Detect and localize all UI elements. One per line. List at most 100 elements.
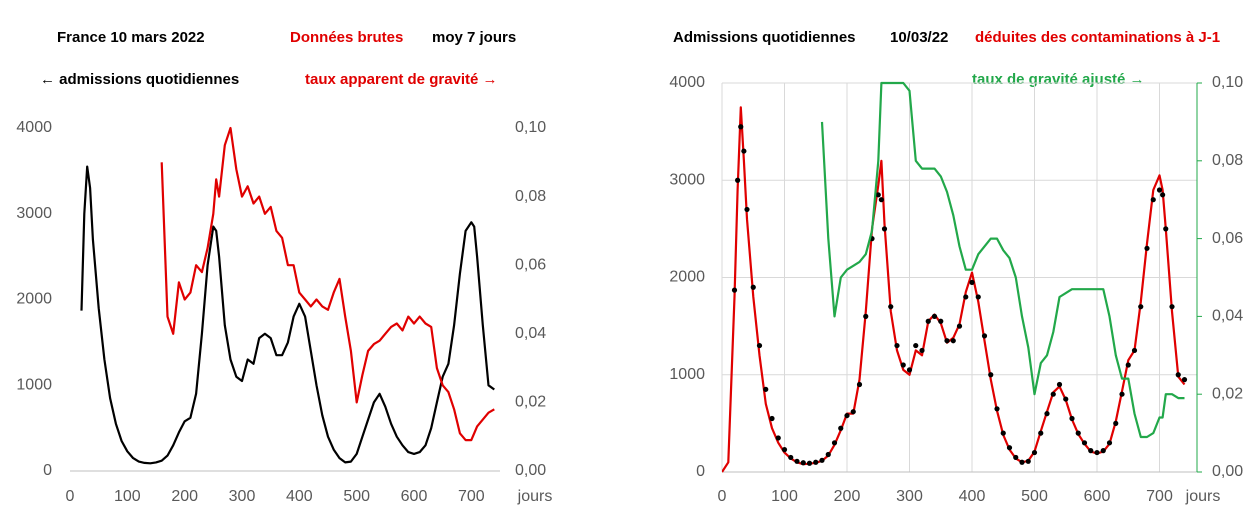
data-point [956, 323, 963, 329]
data-point [925, 318, 931, 324]
y2-tick-label: 0,02 [515, 394, 546, 411]
data-point [988, 372, 994, 378]
data-point [731, 287, 738, 293]
x-tick-label: 600 [401, 488, 428, 505]
data-point [944, 338, 950, 344]
data-point [1106, 440, 1113, 446]
data-point [738, 124, 744, 130]
y2-tick-label: 0,10 [1212, 74, 1243, 91]
data-point [856, 381, 863, 388]
x-tick-label: 400 [286, 488, 313, 505]
data-point [838, 425, 844, 431]
data-point [1056, 381, 1063, 388]
data-point [1163, 226, 1169, 232]
data-point [813, 459, 819, 465]
data-point [894, 342, 900, 349]
x-tick-label: 200 [171, 488, 198, 505]
x-tick-label: 700 [1146, 488, 1173, 505]
data-point [1013, 454, 1019, 461]
y2-tick-label: 0,04 [1212, 308, 1243, 325]
y-tick-label: 1000 [669, 366, 705, 383]
y2-tick-label: 0,10 [515, 119, 546, 136]
data-point [794, 458, 800, 464]
data-point [913, 342, 919, 349]
data-point [900, 362, 906, 368]
data-point [1119, 391, 1125, 397]
data-point [1069, 415, 1075, 422]
data-point [863, 313, 869, 319]
data-point [744, 206, 750, 213]
data-point [1063, 396, 1069, 402]
data-point [800, 460, 806, 466]
data-point [750, 284, 756, 290]
data-point [1075, 430, 1081, 436]
data-point [1025, 458, 1031, 464]
title-part: moy 7 jours [432, 29, 516, 46]
x-tick-label: 300 [896, 488, 923, 505]
data-point [888, 304, 894, 310]
data-point [775, 435, 781, 441]
data-point [850, 409, 856, 415]
data-point [831, 440, 838, 446]
title-part: Données brutes [290, 29, 403, 46]
data-point [1138, 304, 1144, 310]
y-tick-label: 1000 [16, 376, 52, 393]
y-tick-label: 4000 [669, 74, 705, 91]
series-line [722, 106, 1186, 473]
data-point [938, 318, 944, 324]
data-point [1031, 449, 1038, 456]
data-point [819, 457, 825, 463]
data-point [950, 338, 956, 344]
y-tick-label: 0 [696, 463, 705, 480]
x-tick-label: 200 [834, 488, 861, 505]
title-part: déduites des contaminations à J-1 [975, 29, 1220, 46]
data-point [981, 333, 988, 339]
data-point [1125, 362, 1131, 368]
data-point [825, 451, 831, 458]
data-point [1181, 377, 1188, 383]
data-point [1113, 420, 1119, 426]
data-point [788, 454, 794, 461]
data-point [878, 197, 884, 203]
x-tick-label: 0 [718, 488, 727, 505]
data-point [1038, 430, 1044, 436]
data-point [975, 294, 981, 300]
x-tick-label: 700 [458, 488, 485, 505]
data-point [1044, 411, 1050, 417]
x-tick-label: 0 [66, 488, 75, 505]
annotation: taux apparent de gravité → [305, 71, 498, 88]
x-axis-label: jours [1185, 488, 1221, 505]
annotation: ← admissions quotidiennes [40, 71, 239, 88]
plot-area [80, 126, 495, 465]
data-point [741, 148, 747, 154]
y-tick-label: 2000 [669, 269, 705, 286]
data-point [1150, 197, 1156, 203]
data-point [1094, 449, 1100, 456]
series-line [820, 81, 1185, 439]
y-tick-label: 3000 [669, 171, 705, 188]
data-point [763, 386, 769, 392]
data-point [963, 294, 969, 300]
data-point [1081, 440, 1088, 446]
y2-tick-label: 0,06 [1212, 230, 1243, 247]
data-point [756, 342, 763, 349]
data-point [735, 177, 741, 183]
y2-tick-label: 0,04 [515, 325, 546, 342]
data-point [906, 367, 913, 373]
data-point [875, 192, 881, 198]
series-line [80, 165, 495, 465]
data-point [994, 406, 1000, 412]
y-tick-label: 4000 [16, 119, 52, 136]
data-point [969, 279, 975, 285]
data-point [1144, 245, 1150, 251]
data-point [844, 412, 850, 419]
plot-area [722, 81, 1188, 473]
y-tick-label: 2000 [16, 291, 52, 308]
y2-tick-label: 0,08 [1212, 152, 1243, 169]
y-tick-label: 0 [43, 462, 52, 479]
y2-tick-label: 0,00 [1212, 463, 1243, 480]
data-point [1000, 430, 1006, 436]
x-tick-label: 500 [1021, 488, 1048, 505]
data-point [1131, 347, 1138, 354]
x-tick-label: 500 [343, 488, 370, 505]
